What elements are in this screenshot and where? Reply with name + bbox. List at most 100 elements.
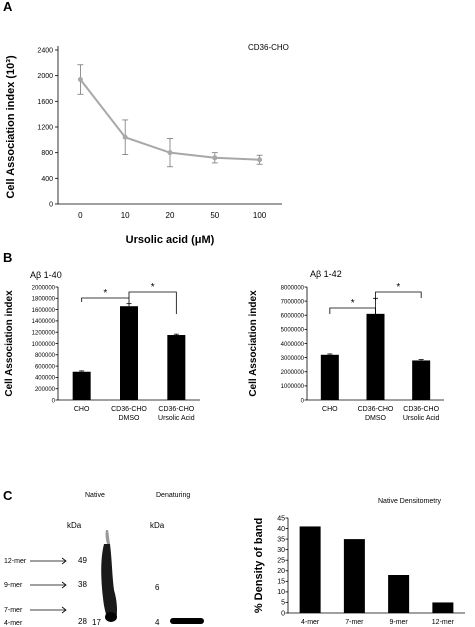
arrow-head-icon — [61, 557, 67, 565]
y-axis-title: Cell Association index — [4, 290, 15, 397]
gel-native-label: Native — [85, 492, 105, 499]
native-lane-smear — [101, 544, 118, 620]
oligomer-row-7mer: 7-mer 28 — [4, 606, 87, 626]
significance-star: * — [103, 288, 107, 299]
gel-kda-right: kDa — [150, 521, 165, 530]
y-tick-label: 600000 — [35, 364, 56, 370]
y-tick-label: 1600000 — [32, 308, 56, 314]
bar — [299, 526, 321, 613]
y-tick-label: 6000000 — [281, 314, 305, 320]
y-tick-label: 0 — [49, 202, 53, 209]
bar — [320, 354, 339, 400]
x-tick-label: 9-mer — [389, 619, 408, 626]
x-axis-title: Ursolic acid (μM) — [126, 234, 215, 246]
y-tick-label: 2000000 — [32, 285, 56, 291]
x-tick-label: DMSO — [119, 415, 141, 422]
y-axis-title: Cell Association index — [248, 290, 259, 397]
data-point — [257, 157, 263, 163]
y-tick-label: 400000 — [35, 376, 56, 382]
denaturing-kda-4: 4 — [155, 618, 160, 627]
y-tick-label: 2000000 — [281, 370, 305, 376]
panel-b-letter: B — [3, 250, 12, 265]
y-tick-label: 40 — [277, 526, 285, 533]
data-point — [167, 150, 173, 156]
y-tick-label: 5 — [281, 600, 285, 607]
x-tick-label: 10 — [121, 211, 130, 220]
chart-title: Aβ 1-42 — [310, 269, 342, 279]
x-tick-label: DMSO — [365, 415, 387, 422]
y-tick-label: 8000000 — [281, 285, 305, 291]
x-tick-label: Ursolic Acid — [158, 415, 195, 422]
y-tick-label: 200000 — [35, 387, 56, 393]
denaturing-band — [170, 618, 204, 624]
oligomer-row-4mer: 4-mer 17 — [4, 618, 101, 627]
kda-value: 28 — [78, 617, 87, 626]
bar — [388, 575, 410, 613]
x-tick-label: CD36-CHO — [358, 406, 394, 413]
bar-chart-densitometry: 0 5 10 15 20 25 30 35 40 45 4-mer 7-mer 9-mer 12-mer N… — [253, 498, 465, 626]
significance-star: * — [151, 282, 155, 293]
kda-value: 49 — [78, 556, 87, 565]
significance-star: * — [351, 298, 355, 309]
y-tick-label: 3000000 — [281, 356, 305, 362]
chart-title: Aβ 1-40 — [30, 270, 62, 280]
x-tick-label: Ursolic Acid — [403, 415, 440, 422]
bar — [432, 602, 454, 613]
x-tick-label: 4-mer — [301, 619, 320, 626]
y-tick-label: 1400000 — [32, 319, 56, 325]
y-tick-label: 800 — [41, 150, 53, 157]
y-tick-label: 800000 — [35, 353, 56, 359]
bar — [120, 306, 138, 400]
panel-a-letter: A — [3, 0, 13, 14]
x-tick-label: CHO — [74, 406, 90, 413]
kda-value: 17 — [92, 618, 101, 627]
x-tick-label: 50 — [210, 211, 219, 220]
significance-bracket — [128, 291, 177, 314]
y-tick-label: 5000000 — [281, 328, 305, 334]
y-axis-title: Cell Association index (10³) — [5, 55, 17, 199]
y-tick-label: 35 — [277, 536, 285, 543]
x-tick-label: 20 — [166, 211, 175, 220]
significance-star: * — [396, 282, 400, 293]
arrow-head-icon — [61, 606, 67, 614]
x-tick-label: CD36-CHO — [111, 406, 147, 413]
significance-bracket — [329, 307, 376, 314]
western-blot: Native Denaturing kDa kDa 12-mer 49 9-me… — [4, 492, 204, 627]
line-chart-a: 0 400 800 1200 1600 2000 2400 0 10 20 50 100 CD36-CH… — [5, 43, 289, 246]
y-tick-label: 1000000 — [32, 342, 56, 348]
kda-value: 38 — [78, 580, 87, 589]
data-point — [122, 134, 128, 140]
oligomer-label: 9-mer — [4, 582, 23, 589]
data-point — [77, 77, 83, 83]
y-tick-label: 400 — [41, 176, 53, 183]
y-tick-label: 15 — [277, 579, 285, 586]
native-lane-faint — [105, 530, 110, 544]
y-tick-label: 4000000 — [281, 342, 305, 348]
y-tick-label: 1800000 — [32, 297, 56, 303]
x-tick-label: 0 — [78, 211, 83, 220]
panel-c-letter: C — [3, 488, 13, 503]
data-point — [212, 155, 218, 161]
oligomer-label: 7-mer — [4, 607, 23, 614]
y-tick-label: 10 — [277, 589, 285, 596]
x-tick-label: CD36-CHO — [403, 406, 439, 413]
y-tick-label: 45 — [277, 515, 285, 522]
y-tick-label: 20 — [277, 568, 285, 575]
denaturing-kda-6: 6 — [155, 583, 160, 592]
x-tick-label: 100 — [253, 211, 267, 220]
y-tick-label: 30 — [277, 547, 285, 554]
oligomer-label: 12-mer — [4, 558, 27, 565]
gel-kda-left: kDa — [67, 521, 82, 530]
chart-annotation: CD36-CHO — [248, 43, 289, 52]
chart-title: Native Densitometry — [378, 498, 442, 505]
significance-bracket — [375, 291, 422, 300]
y-axis-title: % Density of band — [253, 518, 265, 613]
bar-chart-abeta40: 0 200000 400000 600000 800000 1000000 1200000 1… — [4, 270, 200, 422]
x-tick-label: CD36-CHO — [158, 406, 194, 413]
y-tick-label: 1000000 — [281, 384, 305, 390]
bar — [167, 335, 186, 400]
x-tick-label: CHO — [322, 406, 338, 413]
x-tick-label: 12-mer — [432, 619, 455, 626]
y-tick-label: 1200 — [37, 125, 53, 132]
arrow-head-icon — [61, 581, 67, 589]
